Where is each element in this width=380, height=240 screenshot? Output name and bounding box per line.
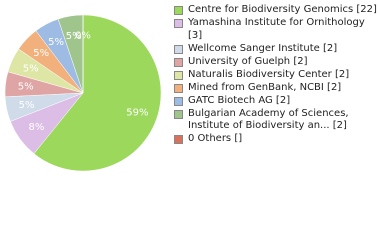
legend-label: Centre for Biodiversity Genomics [22] bbox=[188, 4, 377, 15]
legend-swatch bbox=[174, 135, 183, 144]
slice-label: 0% bbox=[75, 30, 91, 41]
legend-entry: Mined from GenBank, NCBI [2] bbox=[172, 82, 377, 95]
legend-swatch bbox=[174, 109, 183, 119]
legend-swatch bbox=[174, 19, 183, 28]
slice-label: 5% bbox=[66, 31, 82, 42]
legend-entry: Wellcome Sanger Institute [2] bbox=[172, 43, 377, 56]
slice-label: 8% bbox=[28, 122, 44, 133]
legend-entry: University of Guelph [2] bbox=[172, 56, 377, 69]
slice-label: 5% bbox=[23, 64, 39, 75]
slice-label: 59% bbox=[126, 107, 148, 118]
slice-label: 5% bbox=[19, 100, 35, 111]
legend-label: Mined from GenBank, NCBI [2] bbox=[188, 81, 342, 93]
legend-entry: Naturalis Biodiversity Center [2] bbox=[172, 69, 377, 82]
legend-swatch bbox=[174, 96, 183, 106]
legend-label: Naturalis Biodiversity Center [2] bbox=[188, 68, 350, 80]
slice-label: 5% bbox=[33, 48, 49, 59]
legend-entry: GATC Biotech AG [2] bbox=[172, 95, 377, 108]
legend-swatch bbox=[174, 70, 183, 80]
legend-entry: Yamashina Institute for Ornithology [3] bbox=[172, 17, 377, 42]
legend-label: GATC Biotech AG [2] bbox=[188, 94, 291, 106]
pie-slice bbox=[33, 14, 162, 172]
legend-swatch bbox=[174, 44, 183, 54]
legend-label: University of Guelph [2] bbox=[188, 55, 308, 67]
legend-label: Bulgarian Academy of Sciences, Institute… bbox=[188, 107, 349, 132]
slice-label: 5% bbox=[48, 37, 64, 48]
legend-swatch bbox=[174, 6, 183, 15]
legend-entry: Bulgarian Academy of Sciences, Institute… bbox=[172, 108, 377, 133]
legend-entry: 0 Others [] bbox=[172, 133, 377, 146]
legend-label: Yamashina Institute for Ornithology [3] bbox=[188, 17, 365, 41]
legend-swatch bbox=[174, 57, 183, 67]
legend-swatch bbox=[174, 83, 183, 93]
legend-label: 0 Others [] bbox=[188, 133, 243, 144]
legend-entry: Centre for Biodiversity Genomics [22] bbox=[172, 4, 377, 17]
pie-chart: 59%8%5%5%5%5%5%5%0% bbox=[4, 14, 162, 172]
slice-label: 5% bbox=[18, 81, 34, 92]
legend-label: Wellcome Sanger Institute [2] bbox=[188, 42, 338, 54]
legend: Centre for Biodiversity Genomics [22] Yam… bbox=[172, 4, 377, 146]
